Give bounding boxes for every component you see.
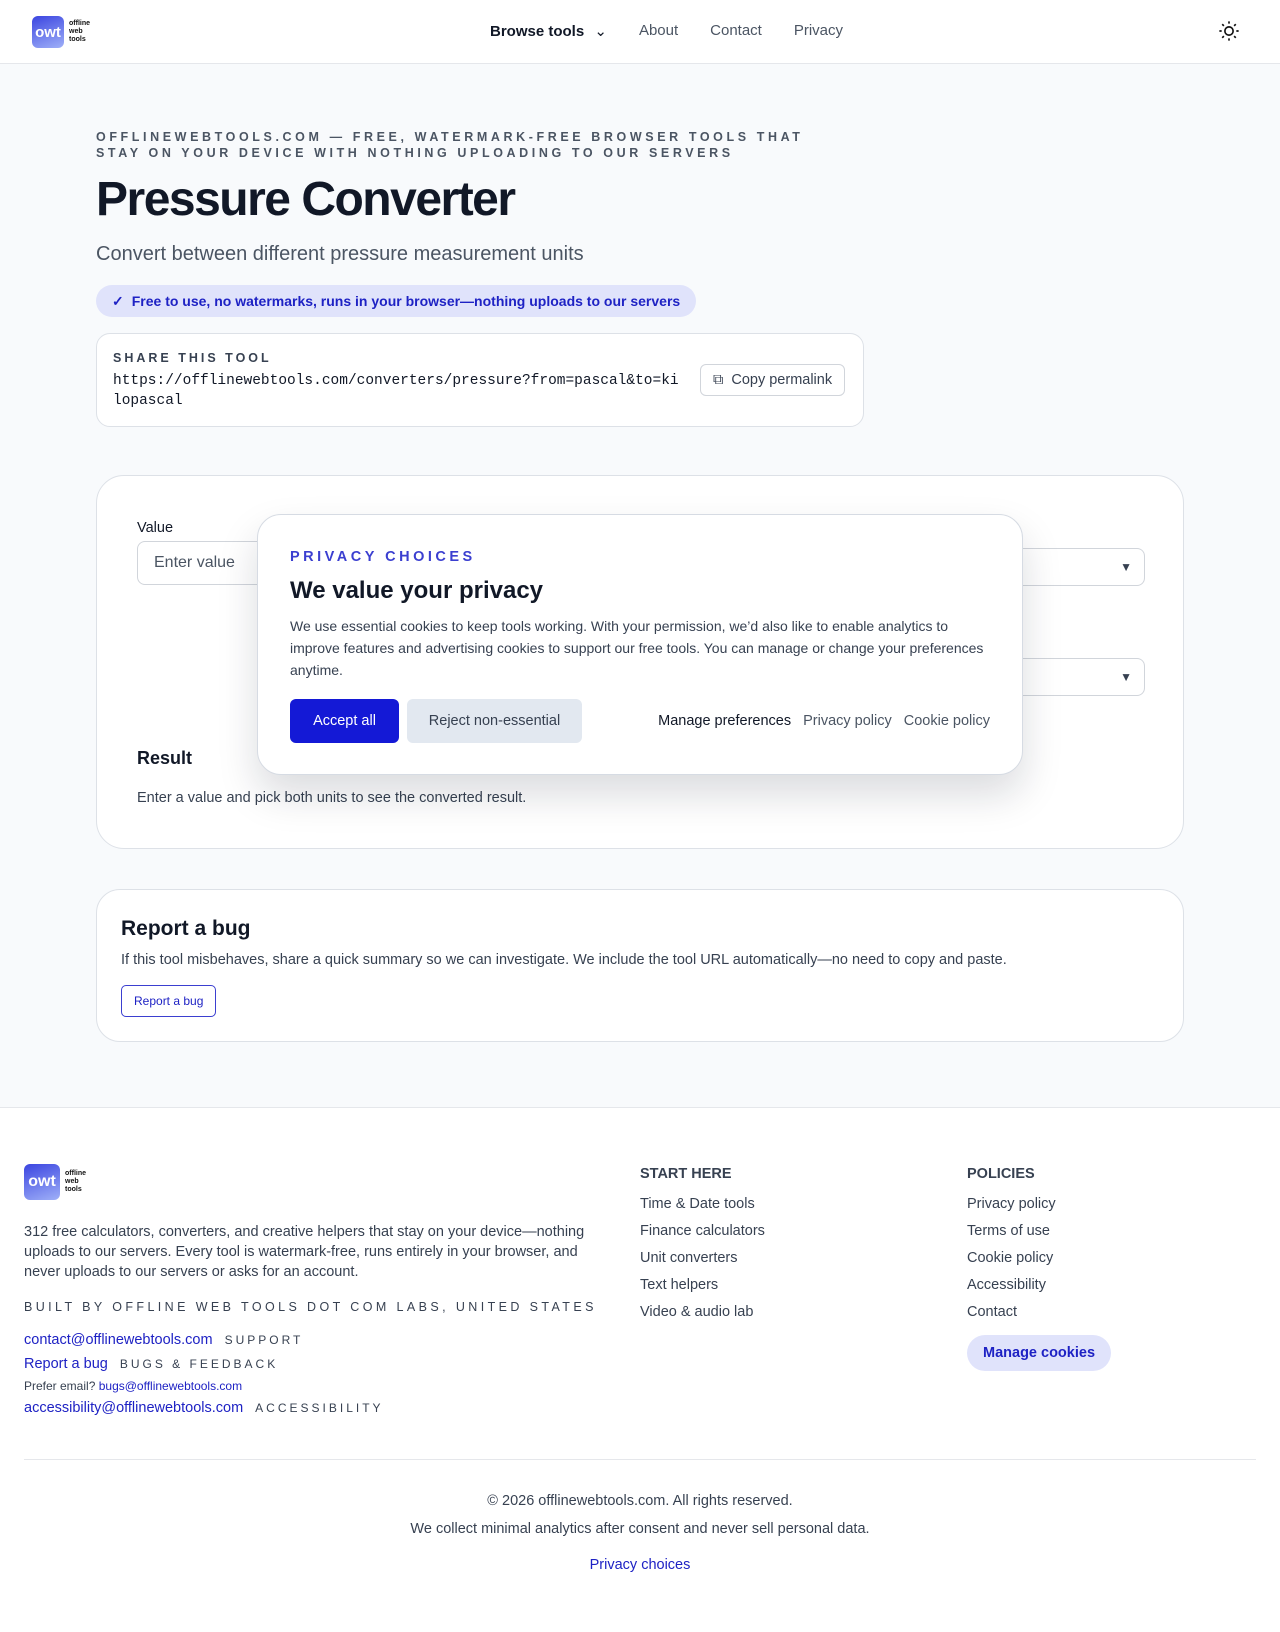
- footer-divider: [24, 1459, 1256, 1460]
- site-tagline: OFFLINEWEBTOOLS.COM — FREE, WATERMARK-FR…: [96, 130, 804, 160]
- check-icon: ✓: [112, 292, 124, 309]
- privacy-policy-link[interactable]: Privacy policy: [803, 713, 892, 729]
- bugs-tag: BUGS & FEEDBACK: [119, 1357, 279, 1371]
- privacy-choices-link[interactable]: Privacy choices: [589, 1557, 691, 1573]
- footer: owt offline web tools 312 free calculators…: [0, 1107, 1280, 1632]
- privacy-eyebrow: PRIVACY CHOICES: [290, 549, 476, 565]
- chevron-down-icon: ⌄: [594, 23, 607, 40]
- nav-contact[interactable]: Contact: [710, 22, 762, 39]
- logo-mark: owt: [32, 16, 64, 48]
- footer-link-video-audio[interactable]: Video & audio lab: [640, 1304, 754, 1320]
- to-unit-select[interactable]: ▼: [997, 658, 1145, 696]
- copyright: © 2026 offlinewebtools.com. All rights r…: [487, 1493, 793, 1509]
- accessibility-email-link[interactable]: accessibility@offlinewebtools.com: [24, 1400, 244, 1416]
- privacy-body: We use essential cookies to keep tools w…: [290, 618, 984, 678]
- footer-description: 312 free calculators, converters, and cr…: [24, 1224, 585, 1280]
- browse-tools-menu[interactable]: Browse tools ⌄: [490, 23, 607, 40]
- policies-column: POLICIES Privacy policy Terms of use Coo…: [967, 1166, 1112, 1382]
- share-card: SHARE THIS TOOL https://offlinewebtools.…: [96, 333, 864, 427]
- report-bug-card: Report a bug If this tool misbehaves, sh…: [96, 889, 1184, 1042]
- contact-email-link[interactable]: contact@offlinewebtools.com: [24, 1332, 213, 1348]
- start-here-heading: START HERE: [640, 1166, 732, 1182]
- from-unit-select[interactable]: ▼: [997, 548, 1145, 586]
- result-label: Result: [137, 748, 193, 768]
- top-nav: owt offline web tools Browse tools ⌄ About…: [0, 0, 1280, 64]
- reject-non-essential-button[interactable]: Reject non-essential: [407, 699, 582, 743]
- page-subtitle: Convert between different pressure measu…: [96, 243, 584, 265]
- manage-cookies-button[interactable]: Manage cookies: [967, 1335, 1112, 1371]
- cookie-policy-link[interactable]: Cookie policy: [903, 713, 990, 729]
- logo-words: offline web tools: [65, 1170, 86, 1193]
- footer-report-bug-link[interactable]: Report a bug: [24, 1356, 108, 1372]
- free-badge: ✓ Free to use, no watermarks, runs in you…: [96, 285, 697, 317]
- accessibility-tag: ACCESSIBILITY: [255, 1401, 384, 1415]
- footer-link-accessibility[interactable]: Accessibility: [967, 1277, 1046, 1293]
- analytics-note: We collect minimal analytics after conse…: [410, 1521, 870, 1537]
- prefer-email-text: Prefer email?: [24, 1379, 96, 1393]
- logo-mark: owt: [24, 1164, 60, 1200]
- footer-logo[interactable]: owt offline web tools: [24, 1164, 86, 1200]
- start-here-column: START HERE Time & Date tools Finance cal…: [640, 1166, 765, 1331]
- footer-link-time-date[interactable]: Time & Date tools: [640, 1196, 755, 1212]
- footer-link-contact[interactable]: Contact: [967, 1304, 1017, 1320]
- footer-link-privacy[interactable]: Privacy policy: [967, 1196, 1056, 1212]
- manage-preferences-link[interactable]: Manage preferences: [658, 713, 792, 729]
- bugs-email-link[interactable]: bugs@offlinewebtools.com: [98, 1379, 243, 1393]
- nav-about[interactable]: About: [638, 22, 679, 39]
- page-title: Pressure Converter: [96, 173, 516, 226]
- logo[interactable]: owt offline web tools: [32, 16, 90, 48]
- built-by: BUILT BY OFFLINE WEB TOOLS DOT COM LABS,…: [24, 1300, 597, 1314]
- support-tag: SUPPORT: [224, 1333, 304, 1347]
- copy-icon: ⧉: [713, 372, 724, 388]
- report-bug-text: If this tool misbehaves, share a quick s…: [121, 952, 1007, 968]
- logo-words: offline web tools: [69, 20, 90, 43]
- accept-all-button[interactable]: Accept all: [290, 699, 399, 743]
- share-url: https://offlinewebtools.com/converters/p…: [113, 373, 679, 409]
- report-bug-title: Report a bug: [121, 917, 251, 940]
- value-label: Value: [137, 520, 174, 536]
- share-label: SHARE THIS TOOL: [113, 351, 272, 365]
- policies-heading: POLICIES: [967, 1166, 1035, 1182]
- result-text: Enter a value and pick both units to see…: [137, 790, 527, 806]
- footer-link-terms[interactable]: Terms of use: [967, 1223, 1050, 1239]
- sun-icon[interactable]: [1218, 20, 1240, 42]
- privacy-title: We value your privacy: [290, 577, 544, 604]
- copy-permalink-button[interactable]: ⧉ Copy permalink: [700, 364, 846, 396]
- nav-privacy[interactable]: Privacy: [793, 22, 844, 39]
- footer-link-finance[interactable]: Finance calculators: [640, 1223, 765, 1239]
- footer-link-unit[interactable]: Unit converters: [640, 1250, 738, 1266]
- footer-link-cookie[interactable]: Cookie policy: [967, 1250, 1054, 1266]
- report-bug-button[interactable]: Report a bug: [121, 985, 217, 1017]
- privacy-dialog: PRIVACY CHOICES We value your privacy We…: [257, 514, 1023, 775]
- footer-link-text[interactable]: Text helpers: [640, 1277, 719, 1293]
